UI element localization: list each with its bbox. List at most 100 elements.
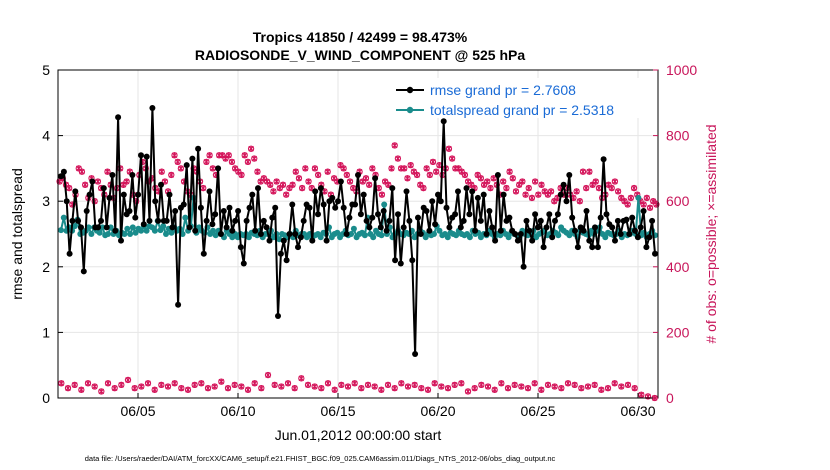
obs-assimilated-marker: [111, 385, 118, 392]
obs-assimilated-marker: [351, 380, 358, 387]
obs-assimilated-marker: [404, 175, 411, 182]
rmse-point: [640, 208, 647, 214]
rmse-point: [597, 214, 604, 221]
obs-assimilated-marker: [305, 381, 311, 388]
obs-assimilated-marker: [225, 385, 231, 392]
y-axis-ticks: 0 1 2 3 4 5: [42, 62, 63, 406]
rmse-point: [129, 172, 136, 178]
obs-assimilated-marker: [229, 158, 235, 165]
rmse-point: [586, 237, 593, 244]
rmse-point: [118, 237, 124, 244]
obs-assimilated-marker: [198, 380, 205, 387]
obs-assimilated-marker: [558, 385, 565, 392]
rmse-point: [135, 191, 142, 198]
obs-assimilated-marker: [611, 380, 618, 387]
obs-assimilated-marker: [241, 152, 248, 159]
rmse-point: [637, 224, 644, 231]
right-y-tick-label: 800: [666, 128, 690, 144]
totalspread-point: [163, 231, 169, 237]
obs-assimilated-marker: [292, 168, 299, 175]
rmse-point: [377, 224, 384, 231]
obs-assimilated-marker: [431, 380, 438, 387]
rmse-point: [652, 250, 658, 257]
totalspread-point: [635, 194, 642, 201]
obs-assimilated-marker: [423, 165, 430, 172]
rmse-point: [572, 227, 578, 234]
obs-assimilated-marker: [586, 168, 593, 175]
rmse-point: [395, 211, 401, 218]
rmse-point: [566, 172, 573, 178]
rmse-point: [369, 214, 376, 221]
rmse-point: [75, 217, 82, 224]
obs-assimilated-marker: [209, 165, 216, 172]
obs-assimilated-marker: [608, 185, 615, 192]
rmse-point: [409, 257, 416, 264]
rmse-point: [280, 237, 287, 244]
obs-assimilated-marker: [104, 168, 111, 175]
rmse-point: [423, 208, 430, 214]
rmse-point: [623, 216, 630, 223]
totalspread-point: [168, 229, 175, 236]
obs-assimilated-marker: [571, 381, 578, 388]
rmse-point: [317, 185, 324, 192]
obs-assimilated-marker: [578, 385, 585, 392]
rmse-point: [537, 217, 544, 224]
rmse-point: [557, 191, 564, 198]
obs-assimilated-marker: [299, 185, 305, 192]
rmse-point: [472, 227, 479, 234]
rmse-point: [589, 244, 596, 251]
rmse-point: [417, 231, 424, 237]
totalspread-point: [350, 225, 357, 232]
obs-assimilated-marker: [418, 385, 425, 392]
rmse-point: [212, 211, 219, 218]
rmse-point: [172, 208, 179, 214]
rmse-point: [360, 191, 367, 198]
obs-assimilated-marker: [66, 185, 72, 192]
totalspread-point: [348, 231, 355, 237]
obs-assimilated-marker: [174, 158, 181, 165]
rmse-point: [357, 211, 364, 218]
obs-assimilated-marker: [449, 155, 455, 162]
obs-assimilated-marker: [518, 383, 525, 390]
rmse-point: [266, 237, 273, 244]
rmse-point: [415, 214, 421, 221]
rmse-point: [534, 224, 541, 231]
obs-assimilated-marker: [640, 201, 647, 208]
legend-box: [392, 78, 654, 118]
rmse-point: [583, 208, 590, 214]
obs-assimilated-marker: [366, 181, 372, 188]
rmse-point: [337, 178, 344, 185]
totalspread-point: [431, 231, 437, 237]
obs-assimilated-marker: [91, 383, 98, 390]
x-tick-label: 06/05: [120, 403, 155, 419]
obs-assimilated-marker: [478, 175, 484, 182]
obs-assimilated-marker: [484, 178, 491, 185]
x-tick-label: 06/10: [220, 403, 255, 419]
rmse-point: [217, 231, 224, 237]
rmse-point: [477, 217, 484, 224]
rmse-point: [355, 172, 361, 178]
obs-assimilated-marker: [525, 185, 532, 192]
obs-assimilated-marker: [506, 168, 513, 175]
legend-spread-marker: [406, 106, 414, 114]
rmse-point: [443, 204, 450, 211]
obs-assimilated-marker: [395, 155, 401, 162]
totalspread-point: [566, 232, 573, 239]
rmse-point: [277, 250, 284, 257]
plot-frame: [57, 69, 659, 399]
rmse-point: [540, 244, 547, 251]
totalspread-point: [138, 227, 145, 234]
rmse-point: [252, 227, 259, 234]
obs-assimilated-marker: [363, 175, 369, 182]
rmse-point: [158, 181, 164, 188]
obs-assimilated-marker: [245, 386, 251, 393]
obs-assimilated-marker: [615, 188, 621, 195]
rmse-point: [289, 201, 296, 208]
totalspread-point: [497, 232, 504, 239]
rmse-point: [614, 217, 621, 224]
rmse-point: [426, 227, 433, 234]
obs-assimilated-marker: [405, 383, 411, 390]
obs-assimilated-marker: [58, 380, 65, 387]
obs-assimilated-marker: [371, 383, 378, 390]
rmse-point: [95, 224, 102, 231]
